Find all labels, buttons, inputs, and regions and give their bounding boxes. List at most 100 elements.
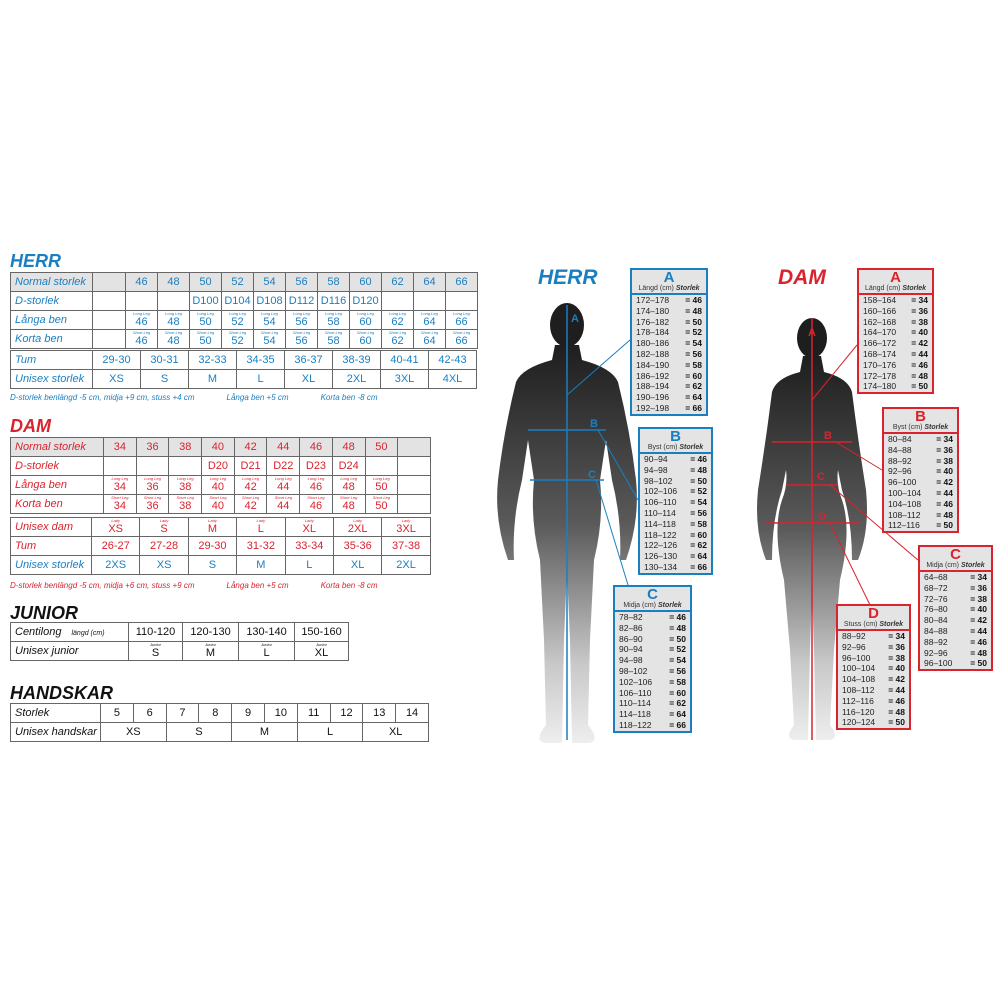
table-cell: Short Leg 46 bbox=[125, 329, 158, 349]
cell-value: D120 bbox=[352, 294, 379, 307]
range: 106–110 bbox=[644, 497, 677, 508]
row-label-text: Korta ben bbox=[15, 332, 63, 345]
size: = 38 bbox=[970, 593, 987, 604]
size: = 52 bbox=[690, 486, 707, 497]
cell-value: D24 bbox=[338, 459, 359, 472]
cell-value: 40-41 bbox=[390, 353, 419, 366]
row-label: Unisex storlek bbox=[10, 555, 92, 575]
table-cell: 32-33 bbox=[188, 350, 237, 370]
range: 184–190 bbox=[636, 359, 670, 370]
table-cell: D108 bbox=[253, 291, 286, 311]
box-row: 90–94 = 52 bbox=[615, 644, 690, 655]
size: = 66 bbox=[685, 402, 702, 413]
handskar-title: HANDSKAR bbox=[10, 683, 113, 703]
size: = 46 bbox=[888, 695, 905, 706]
size-col-label: Storlek bbox=[675, 285, 700, 292]
dam-measure-box-b: B Byst (cm) Storlek 80–84 = 34 84–88 = 36 88–9… bbox=[882, 407, 959, 534]
cell-sublabel: Short Leg bbox=[372, 495, 391, 500]
cell-value: 34-35 bbox=[246, 353, 275, 366]
table-cell: 29-30 bbox=[187, 536, 238, 556]
box-row: 84–88 = 44 bbox=[920, 626, 991, 637]
cell-value: 26-27 bbox=[101, 539, 130, 552]
table-cell: 6 bbox=[132, 703, 167, 723]
table-cell: 64 bbox=[413, 272, 446, 292]
cell-sublabel: Long Leg bbox=[453, 311, 470, 316]
table-cell: Junior L bbox=[238, 641, 295, 661]
box-letter: C bbox=[950, 546, 961, 563]
size: = 60 bbox=[685, 370, 702, 381]
svg-text:C: C bbox=[817, 471, 825, 483]
table-cell bbox=[397, 475, 431, 495]
table-cell: D100 bbox=[189, 291, 222, 311]
cell-value: 38 bbox=[179, 500, 192, 512]
range: 158–164 bbox=[863, 295, 897, 305]
size: = 50 bbox=[690, 475, 707, 486]
cell-value: M bbox=[207, 372, 218, 385]
table-cell: 130-140 bbox=[238, 622, 295, 642]
size: = 34 bbox=[888, 631, 905, 641]
cell-value: 52 bbox=[231, 316, 244, 328]
table-cell: 12 bbox=[329, 703, 364, 723]
table-cell: 29-30 bbox=[92, 350, 141, 370]
size: = 56 bbox=[690, 507, 707, 518]
cell-value: L bbox=[327, 725, 334, 738]
cell-sublabel: Long Leg bbox=[293, 311, 310, 316]
size-col-label: Storlek bbox=[879, 621, 904, 628]
row-label-text: Unisex handskar bbox=[15, 725, 97, 738]
table-cell: 34 bbox=[103, 437, 137, 457]
cell-value: 34 bbox=[113, 481, 126, 493]
size: = 42 bbox=[888, 674, 905, 685]
table-cell bbox=[135, 456, 170, 476]
table-cell: D24 bbox=[331, 456, 366, 476]
cell-sublabel: Short Leg bbox=[176, 495, 194, 500]
cell-value: 2XL bbox=[346, 372, 367, 385]
cell-value: D22 bbox=[273, 459, 294, 472]
box-row: 96–100 = 38 bbox=[838, 653, 909, 664]
row-label-text: Tum bbox=[15, 539, 37, 552]
cell-value: 110-120 bbox=[135, 625, 176, 638]
row-label-text: Normal storlek bbox=[15, 275, 86, 288]
table-cell: Short Leg 50 bbox=[189, 329, 222, 349]
dam-measure-box-c: C Midja (cm) Storlek 64–68 = 34 68–72 = 36 72–… bbox=[918, 545, 993, 672]
cell-sublabel: Lady bbox=[256, 518, 266, 523]
size: = 64 bbox=[669, 709, 686, 720]
size: = 48 bbox=[690, 464, 707, 475]
svg-text:B: B bbox=[590, 418, 598, 430]
cell-sublabel: Long Leg bbox=[421, 311, 438, 316]
table-cell: Short Leg 52 bbox=[221, 329, 254, 349]
size: = 58 bbox=[685, 359, 702, 370]
box-row: 118–122 = 66 bbox=[615, 720, 690, 731]
box-row: 106–110 = 60 bbox=[615, 688, 690, 699]
cell-sublabel: Junior bbox=[316, 642, 327, 647]
herr-measure-box-b: B Byst (cm) Storlek 90–94 = 46 94–98 = 48 98–1… bbox=[638, 427, 713, 575]
table-cell: 40 bbox=[201, 437, 235, 457]
range: 122–126 bbox=[644, 540, 678, 551]
box-row: 178–184 = 52 bbox=[632, 327, 706, 338]
range: 72–76 bbox=[924, 593, 948, 604]
table-cell: 66 bbox=[445, 272, 478, 292]
box-row: 184–190 = 58 bbox=[632, 360, 706, 371]
row-label: Tum bbox=[10, 350, 93, 370]
dam-bottom-table: Unisex dam Lady XS Lady S Lady M Lady L Lady XL Lad… bbox=[10, 517, 431, 575]
table-cell: 48 bbox=[331, 437, 366, 457]
cell-value: 42 bbox=[244, 440, 257, 453]
table-cell: D104 bbox=[221, 291, 254, 311]
size: = 40 bbox=[911, 327, 928, 338]
range: 96–100 bbox=[888, 477, 917, 488]
cell-value: 48 bbox=[342, 440, 355, 453]
table-row: Unisex storlek 2XS XS S M L XL 2XL bbox=[10, 555, 431, 575]
size: = 62 bbox=[669, 698, 686, 709]
table-cell: Short Leg 46 bbox=[299, 494, 333, 514]
box-row: 174–180 = 48 bbox=[632, 306, 706, 317]
table-cell: Short Leg 48 bbox=[157, 329, 190, 349]
size-col-label: Storlek bbox=[924, 424, 949, 431]
box-column-headers: Stuss (cm) Storlek bbox=[838, 621, 909, 628]
table-cell: 120-130 bbox=[182, 622, 239, 642]
cell-value: 9 bbox=[245, 706, 252, 719]
range: 76–80 bbox=[924, 604, 948, 615]
row-label-text: Centilong bbox=[15, 625, 62, 638]
table-cell: 50 bbox=[364, 437, 399, 457]
range: 110–114 bbox=[644, 507, 676, 518]
cell-sublabel: Long Leg bbox=[325, 311, 342, 316]
cell-value: 48 bbox=[167, 335, 180, 347]
